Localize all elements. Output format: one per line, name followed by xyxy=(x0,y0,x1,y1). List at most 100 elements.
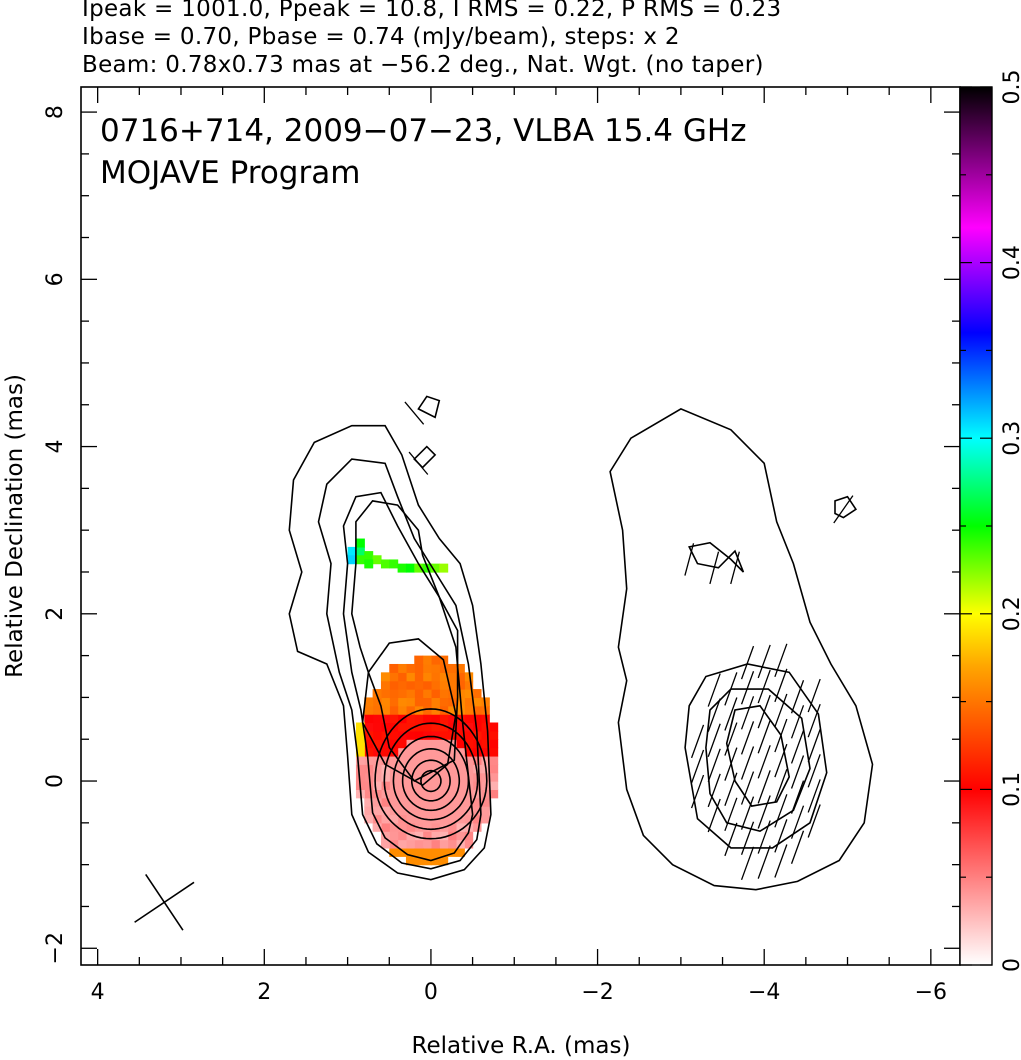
evpa-tick xyxy=(792,831,804,864)
island-contour xyxy=(414,447,435,468)
evpa-tick xyxy=(792,730,804,763)
x-axis-tick-labels: 4 2 0 −2 −4 −6 xyxy=(91,980,947,1005)
colorbar-tick-label: 0.1 xyxy=(1000,772,1021,807)
pol-pixel xyxy=(398,723,407,732)
pol-pixel xyxy=(431,697,440,706)
pol-pixel xyxy=(464,840,473,849)
pol-pixel xyxy=(489,739,498,748)
pol-pixel xyxy=(389,672,398,681)
pol-pixel xyxy=(373,555,382,564)
pol-pixel xyxy=(423,689,432,698)
evpa-tick xyxy=(758,745,770,778)
evpa-tick xyxy=(708,799,720,832)
pol-pixel xyxy=(406,697,415,706)
pol-pixel xyxy=(406,681,415,690)
pol-pixel xyxy=(481,806,490,815)
east-outer-contour xyxy=(610,409,872,890)
x-tick-label: −2 xyxy=(581,980,613,1005)
pol-pixel xyxy=(439,689,448,698)
pol-pixel xyxy=(431,848,440,857)
pol-pixel xyxy=(464,706,473,715)
pol-pixel xyxy=(431,664,440,673)
pol-pixel xyxy=(439,697,448,706)
plot-frame xyxy=(81,87,960,965)
evpa-tick xyxy=(758,795,770,828)
pol-pixel xyxy=(456,773,465,782)
pol-pixel xyxy=(373,781,382,790)
x-tick-label: −4 xyxy=(748,980,780,1005)
evpa-tick xyxy=(758,720,770,753)
pol-pixel xyxy=(439,681,448,690)
evpa-tick xyxy=(725,823,737,856)
pol-pixel xyxy=(398,706,407,715)
x-tick-label: −6 xyxy=(915,980,947,1005)
pol-pixel xyxy=(381,672,390,681)
pol-pixel xyxy=(406,689,415,698)
pol-pixel xyxy=(431,681,440,690)
pol-pixel xyxy=(356,539,365,548)
y-tick-label: −2 xyxy=(43,932,68,964)
pol-pixel xyxy=(389,559,398,568)
pol-pixel xyxy=(473,714,482,723)
pol-pixel xyxy=(489,764,498,773)
pol-pixel xyxy=(473,689,482,698)
evpa-tick xyxy=(742,696,754,729)
evpa-tick xyxy=(808,754,820,787)
pol-pixel xyxy=(423,840,432,849)
pol-pixel xyxy=(414,714,423,723)
pol-pixel xyxy=(381,681,390,690)
evpa-tick xyxy=(692,750,704,783)
y-tick-label: 0 xyxy=(43,774,68,788)
beam-ellipse-cross xyxy=(135,874,194,930)
pol-pixel xyxy=(423,739,432,748)
pol-pixel xyxy=(389,814,398,823)
pol-pixel xyxy=(414,689,423,698)
pol-pixel xyxy=(381,689,390,698)
pol-pixel xyxy=(489,748,498,757)
evpa-tick xyxy=(758,645,770,678)
evpa-tick xyxy=(775,794,787,827)
colorbar-tick-labels: 00.10.20.30.40.5 xyxy=(1000,70,1021,973)
pol-pixel xyxy=(389,689,398,698)
y-tick-label: 2 xyxy=(43,607,68,621)
pol-pixel xyxy=(448,672,457,681)
source-annotation: 0716+714, 2009−07−23, VLBA 15.4 GHz xyxy=(100,113,746,149)
evpa-tick xyxy=(758,846,770,879)
pol-pixel xyxy=(414,681,423,690)
evpa-tick xyxy=(692,725,704,758)
pol-pixel xyxy=(398,689,407,698)
pol-pixel xyxy=(423,848,432,857)
pol-pixel xyxy=(373,723,382,732)
y-axis-title: Relative Declination (mas) xyxy=(2,374,28,678)
pol-pixel xyxy=(389,681,398,690)
pol-pixel xyxy=(423,714,432,723)
colorbar-tick-label: 0.2 xyxy=(1000,596,1021,631)
pol-pixel xyxy=(364,706,373,715)
pol-pixel xyxy=(398,739,407,748)
pol-pixel xyxy=(381,697,390,706)
pol-pixel xyxy=(414,840,423,849)
evpa-tick xyxy=(792,781,804,814)
pol-pixel xyxy=(439,564,448,573)
evpa-tick xyxy=(725,773,737,806)
pol-pixel xyxy=(398,564,407,573)
pol-pixel xyxy=(489,731,498,740)
pol-pixel xyxy=(439,840,448,849)
pol-pixel xyxy=(423,823,432,832)
pol-pixel xyxy=(423,672,432,681)
evpa-tick xyxy=(742,646,754,679)
colorbar-tick-label: 0.3 xyxy=(1000,421,1021,456)
pol-pixel xyxy=(356,547,365,556)
evpa-tick xyxy=(708,724,720,757)
pol-pixel xyxy=(464,697,473,706)
x-tick-label: 2 xyxy=(257,980,271,1005)
pol-pixel xyxy=(431,731,440,740)
pol-pixel xyxy=(381,559,390,568)
pol-pixel xyxy=(473,823,482,832)
pol-pixel xyxy=(406,731,415,740)
y-tick-label: 6 xyxy=(43,272,68,286)
evpa-tick xyxy=(725,798,737,831)
east-contour-3 xyxy=(706,689,810,831)
y-axis-tick-labels: −2 0 2 4 6 8 xyxy=(43,105,68,964)
